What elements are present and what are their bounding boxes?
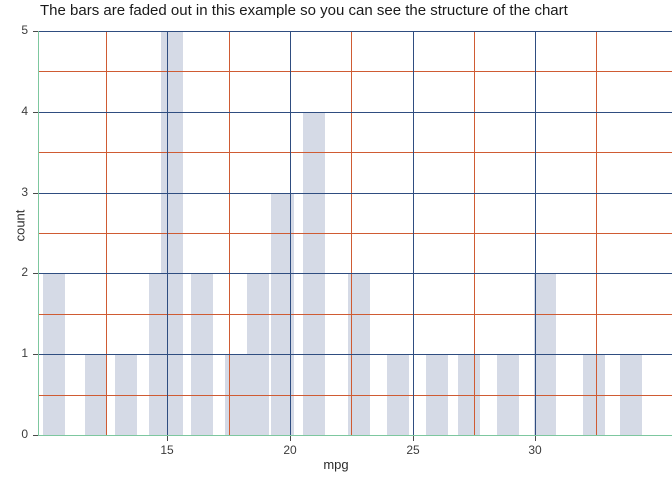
y-axis-tick-mark [33, 31, 38, 32]
gridline-vertical-major [290, 31, 291, 435]
histogram-bar [582, 354, 606, 435]
x-axis-tick-mark [535, 436, 536, 441]
chart-title: The bars are faded out in this example s… [40, 2, 568, 19]
y-axis-tick-label: 3 [21, 185, 28, 199]
histogram-bar [224, 354, 247, 435]
y-axis-tick-label: 5 [21, 23, 28, 37]
x-axis-tick-mark [413, 436, 414, 441]
y-axis-title: count [12, 209, 28, 242]
gridline-horizontal-minor [38, 314, 672, 315]
y-axis-tick-mark [33, 112, 38, 113]
histogram-bar [114, 354, 137, 435]
gridline-vertical-major [167, 31, 168, 435]
histogram-bar [426, 354, 449, 435]
y-axis-tick-mark [33, 273, 38, 274]
x-axis-tick-label: 25 [406, 443, 420, 457]
y-axis-tick-label: 4 [21, 104, 28, 118]
gridline-vertical-minor [474, 31, 475, 435]
y-axis-tick-label: 0 [21, 427, 28, 441]
gridline-horizontal-major [38, 112, 672, 113]
x-axis-tick-label: 15 [160, 443, 174, 457]
gridline-vertical-major [413, 31, 414, 435]
x-axis-tick-mark [167, 436, 168, 441]
x-axis-tick-label: 30 [528, 443, 542, 457]
y-axis-tick-mark [33, 354, 38, 355]
x-axis-tick-mark [290, 436, 291, 441]
gridline-vertical-minor [106, 31, 107, 435]
plot-area [38, 31, 672, 435]
histogram-bar [85, 354, 108, 435]
x-axis-tick-label: 20 [283, 443, 297, 457]
y-axis-tick-mark [33, 193, 38, 194]
gridline-vertical-minor [351, 31, 352, 435]
x-axis-title: mpg [323, 457, 349, 472]
gridline-vertical-minor [596, 31, 597, 435]
gridline-horizontal-minor [38, 395, 672, 396]
y-axis-tick-label: 1 [21, 346, 28, 360]
y-axis-tick-mark [33, 435, 38, 436]
gridline-horizontal-minor [38, 233, 672, 234]
histogram-bar [497, 354, 520, 435]
histogram-bar [619, 354, 642, 435]
gridline-vertical-major [535, 31, 536, 435]
gridline-horizontal-major [38, 354, 672, 355]
histogram-bar [271, 192, 294, 435]
histogram-bar [386, 354, 409, 435]
y-axis-tick-label: 2 [21, 265, 28, 279]
y-axis-line [38, 31, 39, 436]
gridline-horizontal-minor [38, 152, 672, 153]
gridline-horizontal-major [38, 31, 672, 32]
gridline-vertical-minor [229, 31, 230, 435]
x-axis-line [38, 435, 672, 436]
gridline-horizontal-major [38, 273, 672, 274]
gridline-horizontal-minor [38, 71, 672, 72]
gridline-horizontal-major [38, 193, 672, 194]
